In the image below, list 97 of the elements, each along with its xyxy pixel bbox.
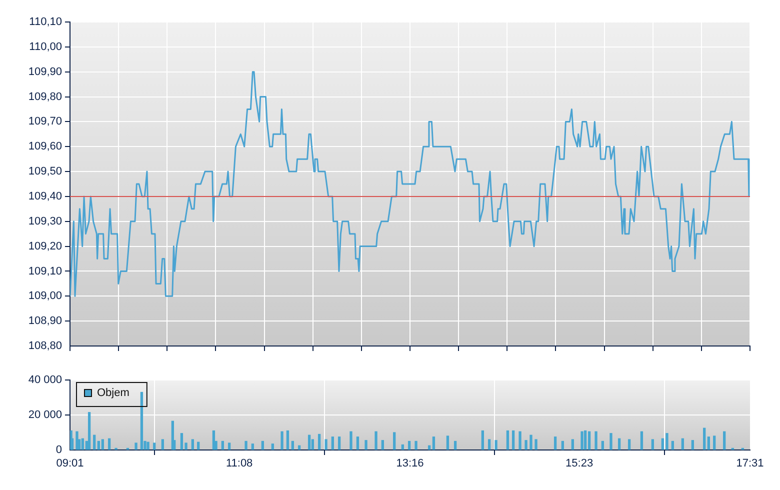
bar (280, 431, 284, 450)
bar (571, 439, 574, 450)
bar (374, 431, 378, 450)
bar (221, 440, 224, 450)
bar (561, 440, 564, 450)
bar (494, 440, 498, 450)
bar (594, 431, 598, 450)
y-tick-label: 109,20 (28, 240, 62, 252)
bar (271, 444, 274, 450)
y-tick-label: 109,00 (28, 290, 62, 302)
y-tick-label: 109,80 (28, 90, 62, 103)
y-tick-label: 108,90 (28, 315, 62, 328)
bar (408, 440, 411, 450)
bar (364, 440, 368, 450)
bar (640, 431, 644, 450)
bar (666, 433, 668, 450)
y-tick-label: 109,30 (28, 215, 62, 228)
bar (161, 439, 164, 450)
bar (298, 445, 301, 450)
bar (554, 436, 557, 450)
bar (101, 439, 104, 450)
bar (703, 428, 706, 450)
bar (414, 440, 418, 450)
bar (76, 431, 78, 450)
bar (108, 438, 111, 450)
y-tick-label: 40 000 (28, 374, 62, 386)
bar (180, 433, 184, 450)
y-tick-label: 110,10 (29, 16, 62, 28)
bar (311, 439, 314, 450)
bar (428, 445, 431, 450)
bar (488, 439, 491, 450)
bar (446, 436, 450, 450)
bar (261, 440, 264, 450)
bar (134, 442, 138, 450)
bar (584, 430, 587, 450)
y-tick-label: 110,00 (29, 40, 62, 53)
bar (707, 436, 710, 450)
bar (512, 430, 515, 450)
x-tick-label: 09:01 (56, 458, 84, 470)
y-tick-label: 109,60 (28, 140, 62, 153)
bar (524, 440, 528, 450)
legend-label: Objem (97, 387, 130, 400)
y-tick-label: 0 (56, 444, 62, 456)
bar (244, 440, 248, 450)
x-tick-label: 11:08 (226, 458, 253, 470)
bar (338, 436, 341, 450)
x-tick-label: 13:16 (396, 458, 424, 470)
bar (356, 436, 360, 450)
bar (691, 440, 694, 450)
bar (88, 412, 91, 450)
bar (140, 392, 144, 450)
bar (401, 444, 404, 450)
bar (291, 440, 294, 450)
bar (610, 433, 612, 450)
bar (618, 438, 621, 450)
bar (251, 444, 254, 450)
x-tick-label: 17:31 (736, 458, 764, 470)
bar (81, 438, 84, 450)
bar (331, 436, 334, 450)
bar (197, 442, 200, 450)
bar (432, 436, 436, 450)
y-tick-label: 109,90 (28, 66, 62, 78)
y-tick-label: 108,80 (28, 340, 62, 352)
y-tick-label: 109,40 (28, 190, 62, 202)
bar (481, 430, 484, 450)
bar (308, 434, 311, 450)
bar (681, 438, 684, 450)
bar (97, 440, 100, 450)
y-tick-label: 109,70 (28, 116, 62, 128)
bar (454, 440, 457, 450)
bar (228, 442, 231, 450)
y-tick-label: 20 000 (28, 409, 62, 422)
bar (580, 431, 584, 450)
bar (530, 434, 532, 450)
bar (153, 442, 156, 450)
bar (713, 436, 716, 450)
bar (518, 431, 522, 450)
bar (651, 439, 654, 450)
bar (350, 431, 352, 450)
y-tick-label: 109,50 (28, 166, 62, 178)
bar (146, 442, 150, 450)
bar (286, 430, 290, 450)
x-tick-label: 15:23 (566, 458, 594, 470)
bar (723, 431, 726, 450)
bar (506, 430, 510, 450)
bar (628, 439, 631, 450)
y-tick-label: 109,10 (28, 265, 62, 278)
bar (534, 439, 538, 450)
bar (393, 432, 396, 450)
bar (324, 439, 328, 450)
bar (318, 434, 321, 450)
bar (191, 439, 194, 450)
bar (93, 434, 96, 450)
bar (588, 431, 591, 450)
bar (601, 440, 604, 450)
bar (671, 440, 674, 450)
bar (381, 440, 384, 450)
